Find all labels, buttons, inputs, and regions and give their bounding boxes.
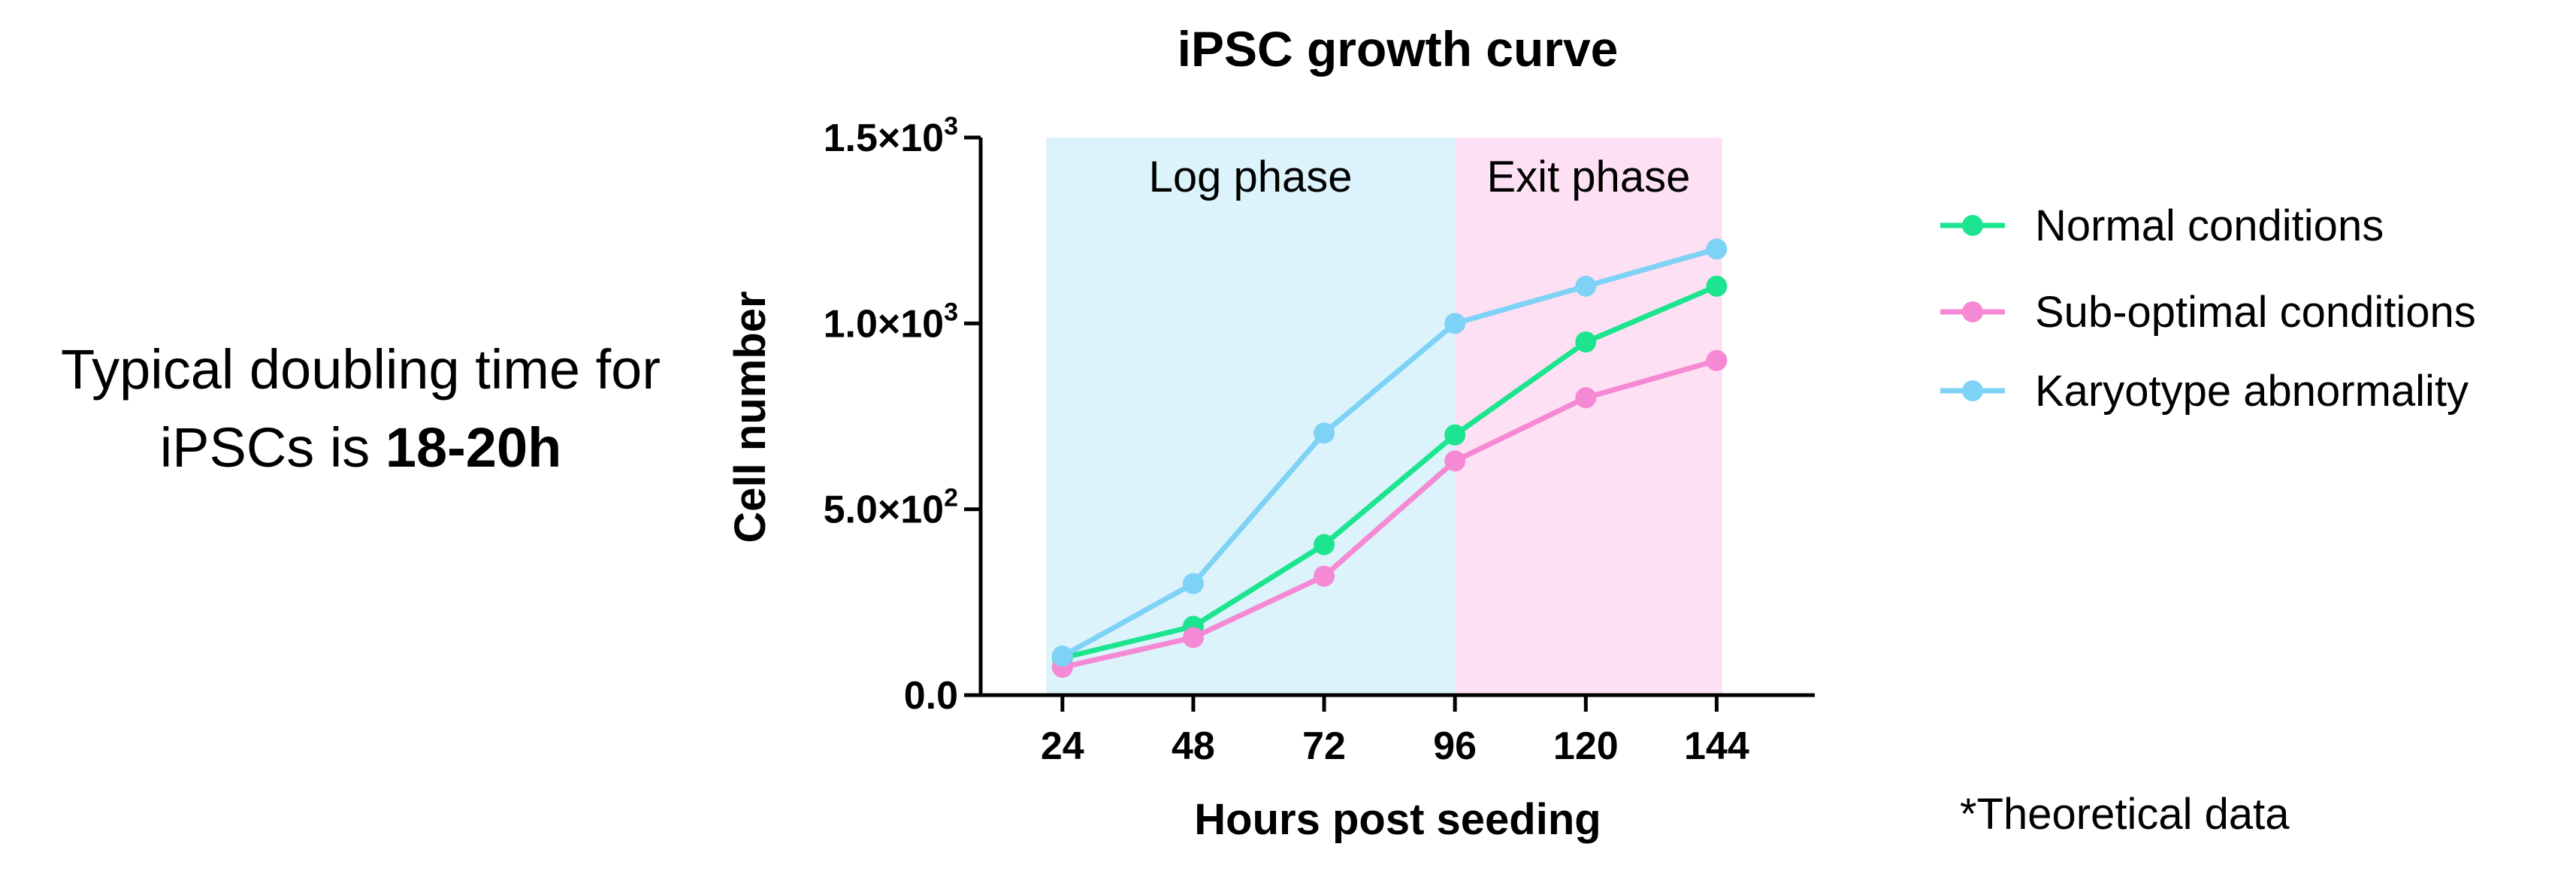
y-tick-label-2: 5.0×102 <box>824 484 958 532</box>
y-tick-label-4: 1.5×103 <box>824 112 958 160</box>
legend-marker-3 <box>1962 380 1983 401</box>
footnote: *Theoretical data <box>1960 790 2290 839</box>
x-tick-label-6: 144 <box>1684 724 1749 768</box>
series-2-point-5 <box>1575 387 1597 409</box>
legend: Normal conditions Sub-optimal conditions K… <box>1940 201 2476 416</box>
phase-label-1: Log phase <box>1149 153 1353 201</box>
note-line-2: iPSCs is 18-20h <box>0 409 721 487</box>
x-tick-label-1: 24 <box>1041 724 1084 768</box>
series-2-point-3 <box>1314 565 1335 587</box>
series-1-point-5 <box>1575 331 1597 353</box>
series-1-point-6 <box>1706 275 1728 297</box>
series-2-point-6 <box>1706 349 1728 371</box>
series-3-point-4 <box>1444 313 1466 334</box>
legend-label-2: Sub-optimal conditions <box>2035 288 2476 337</box>
series-line-2 <box>1062 358 1718 670</box>
x-tick-label-4: 96 <box>1433 724 1477 768</box>
series-1-point-3 <box>1314 534 1335 555</box>
series-2-point-2 <box>1182 627 1204 649</box>
legend-label-1: Normal conditions <box>2035 201 2384 250</box>
chart-title: iPSC growth curve <box>1178 21 1619 77</box>
series-3-point-6 <box>1706 238 1728 260</box>
phase-regions: Log phase Exit phase <box>1046 138 1722 695</box>
phase-region-2 <box>1455 138 1722 695</box>
legend-marker-1 <box>1962 215 1983 236</box>
y-tick-label-1: 0.0 <box>904 674 958 718</box>
axes: 0.0 5.0×102 1.0×103 1.5×103 24 48 72 96 120 144 <box>824 112 1815 768</box>
y-tick-label-3: 1.0×103 <box>824 298 958 346</box>
x-tick-label-2: 48 <box>1172 724 1215 768</box>
series-layer <box>1051 238 1728 678</box>
doubling-time-note: Typical doubling time for iPSCs is 18-20… <box>0 331 721 487</box>
doubling-time-value: 18-20h <box>385 416 562 479</box>
series-1-point-4 <box>1444 424 1466 446</box>
phase-label-2: Exit phase <box>1487 153 1691 201</box>
series-3-point-5 <box>1575 275 1597 297</box>
legend-marker-2 <box>1962 301 1983 322</box>
series-line-1 <box>1062 283 1718 661</box>
legend-label-3: Karyotype abnormality <box>2035 367 2469 416</box>
series-3-point-1 <box>1051 646 1073 667</box>
note-line-1: Typical doubling time for <box>61 338 661 401</box>
y-axis-label: Cell number <box>726 291 775 543</box>
x-tick-label-3: 72 <box>1302 724 1346 768</box>
series-2-point-4 <box>1444 450 1466 472</box>
x-tick-label-5: 120 <box>1553 724 1619 768</box>
series-line-3 <box>1061 246 1718 659</box>
note-line-2-text: iPSCs is <box>159 416 385 479</box>
series-3-point-2 <box>1182 573 1204 594</box>
x-axis-label: Hours post seeding <box>1194 795 1601 844</box>
series-3-point-3 <box>1314 422 1335 444</box>
phase-region-1 <box>1046 138 1456 695</box>
